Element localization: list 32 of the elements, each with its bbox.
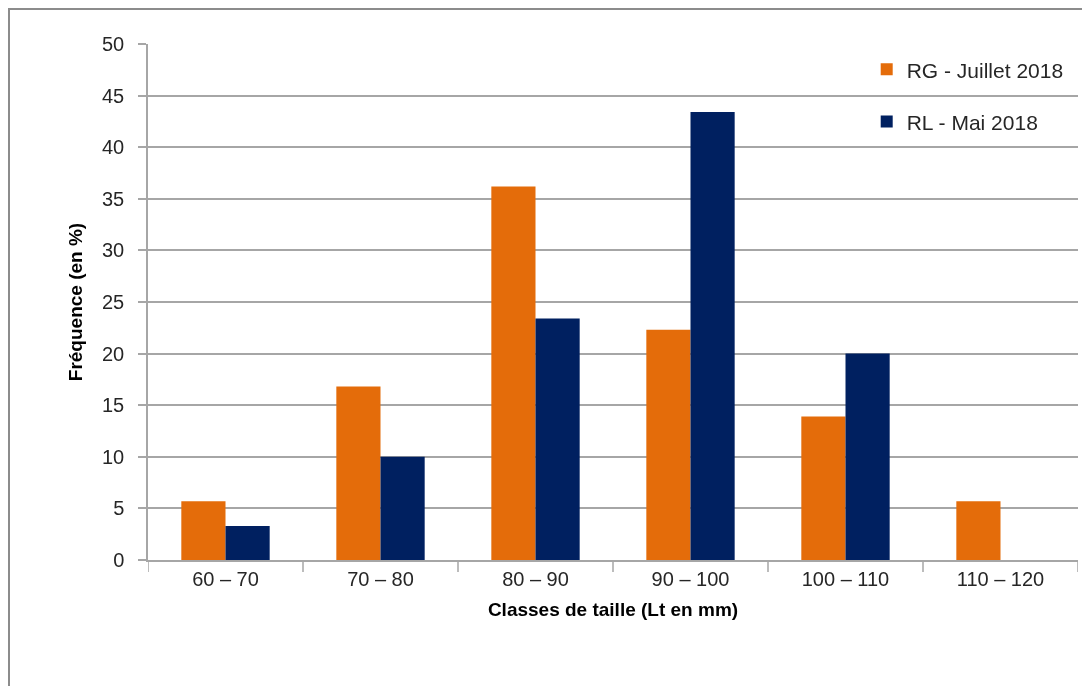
- bar: [380, 456, 425, 560]
- bar: [646, 329, 691, 560]
- y-axis-title: Fréquence (en %): [65, 222, 87, 382]
- y-tick-label: 15: [102, 394, 125, 417]
- y-tick-label: 10: [102, 445, 125, 468]
- x-tick-label: 70 – 80: [347, 567, 414, 590]
- y-tick-label: 35: [102, 187, 125, 210]
- bar: [181, 501, 226, 560]
- y-tick-label: 0: [113, 549, 125, 571]
- y-tick-label: 20: [102, 342, 125, 365]
- bar: [801, 416, 846, 560]
- y-tick-label: 30: [102, 239, 125, 262]
- x-tick-label: 100 – 110: [801, 567, 890, 590]
- x-tick-label: 90 – 100: [651, 567, 730, 590]
- bar: [956, 501, 1001, 560]
- bar: [491, 186, 536, 560]
- bar: [336, 386, 381, 560]
- y-tick-label: 40: [102, 136, 125, 159]
- y-tick-label: 25: [102, 291, 125, 313]
- y-tick-label: 5: [113, 497, 125, 520]
- bar: [535, 318, 580, 560]
- x-tick-label: 80 – 90: [502, 567, 569, 590]
- y-tick-label: 50: [102, 33, 125, 55]
- x-tick-label: 110 – 120: [956, 567, 1045, 590]
- legend-label: RL - Mai 2018: [906, 110, 1038, 134]
- bar: [845, 353, 890, 560]
- bar: [225, 525, 270, 560]
- x-tick-label: 60 – 70: [192, 567, 259, 590]
- bar: [690, 112, 735, 560]
- legend-label: RG - Juillet 2018: [906, 58, 1064, 82]
- x-axis-title: Classes de taille (Lt en mm): [487, 599, 739, 621]
- y-tick-label: 45: [102, 84, 125, 107]
